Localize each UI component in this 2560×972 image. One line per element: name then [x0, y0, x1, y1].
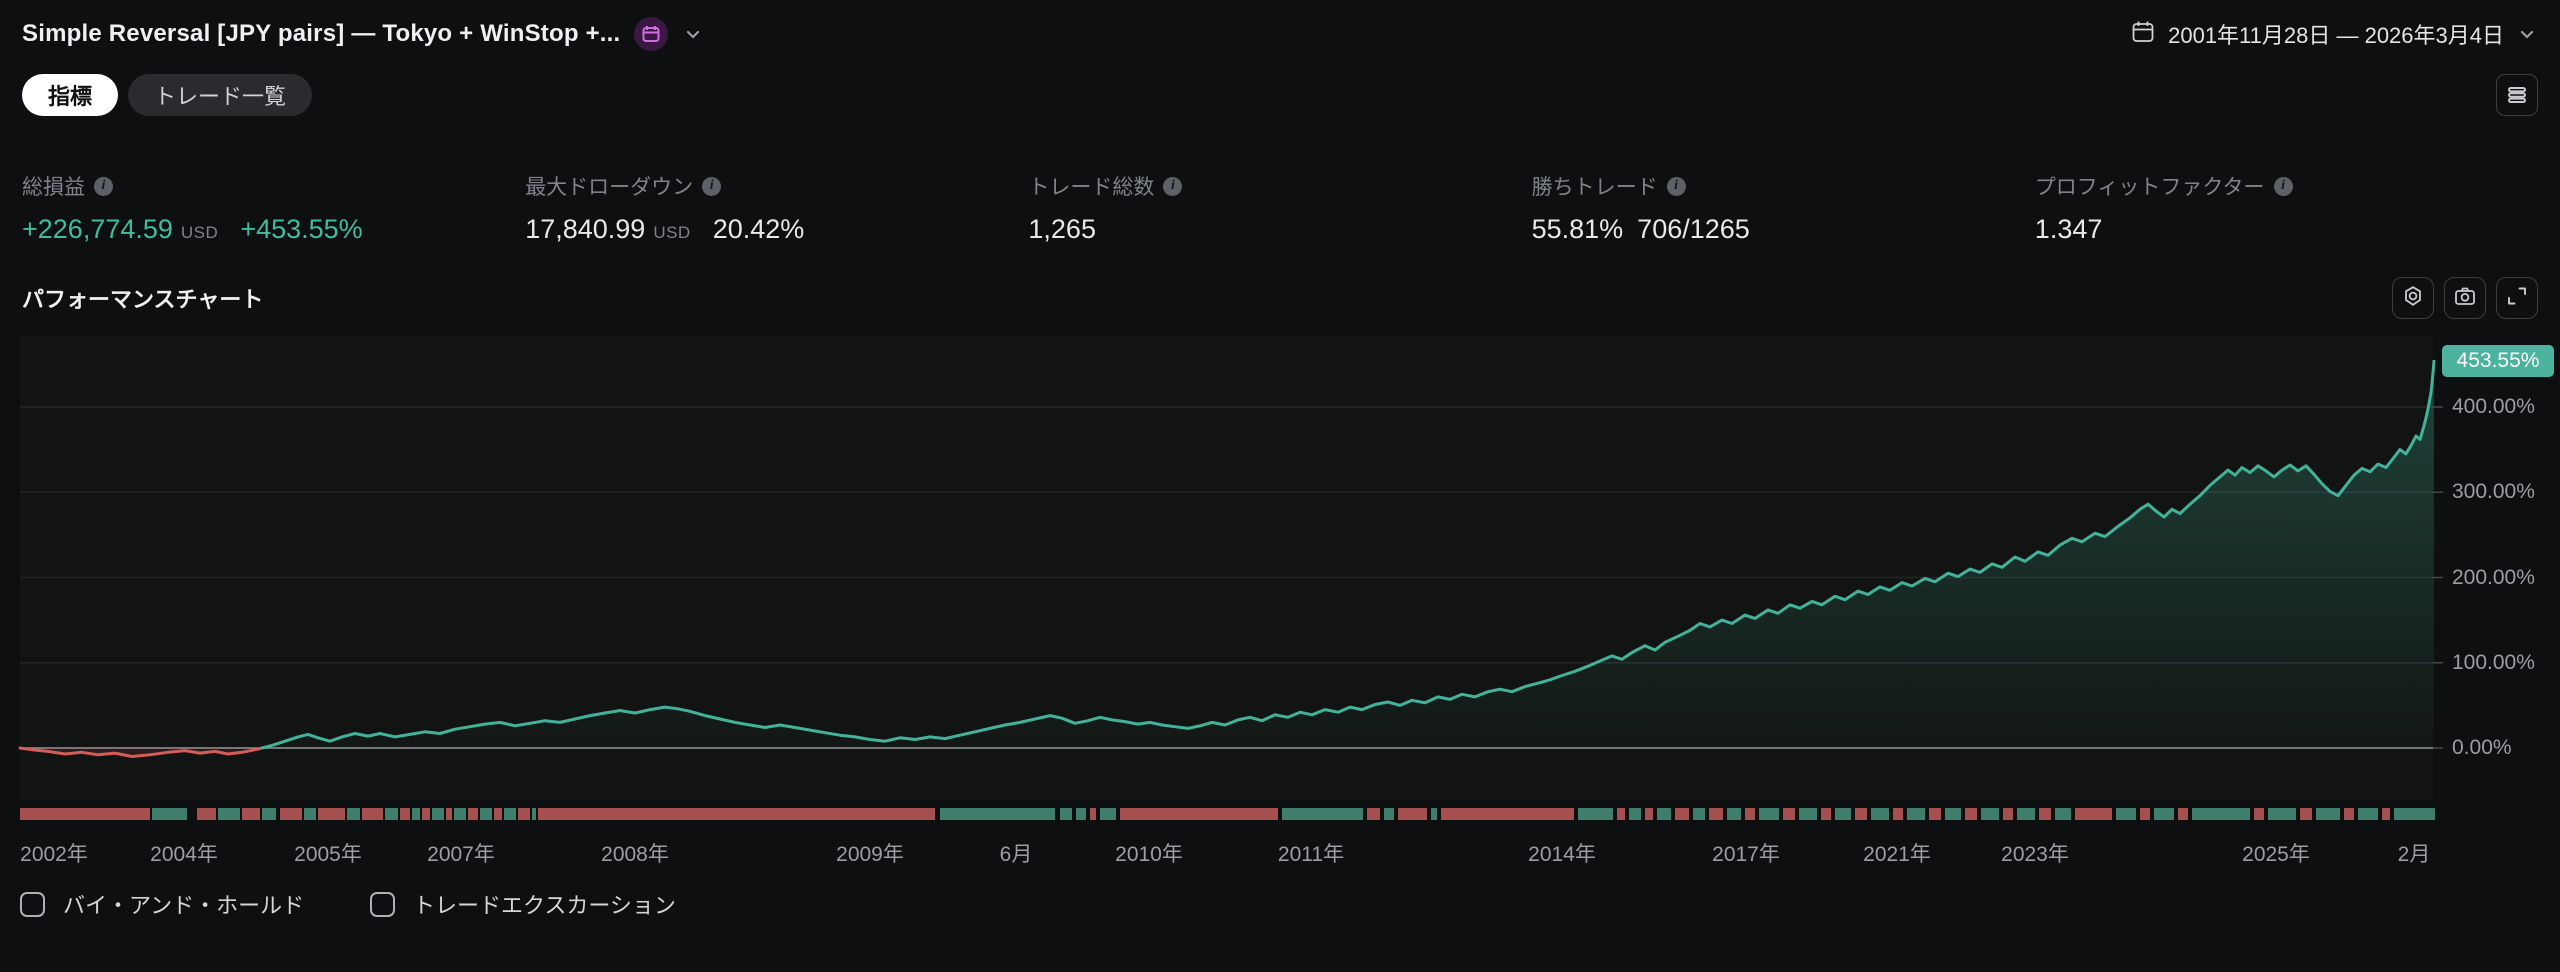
chart-settings-button[interactable] [2392, 277, 2434, 319]
gear-icon [2401, 284, 2425, 313]
trade-excursion-toggle[interactable]: トレードエクスカーション [370, 888, 676, 920]
report-header: Simple Reversal [JPY pairs] — Tokyo + Wi… [0, 12, 2560, 56]
legend-label: バイ・アンド・ホールド [63, 893, 305, 918]
chart-screenshot-button[interactable] [2444, 277, 2486, 319]
info-icon[interactable]: i [2273, 176, 2293, 196]
stat-label: 最大ドローダウン [525, 176, 694, 199]
date-range-chevron-icon [2516, 23, 2538, 45]
y-tick-label: 400.00% [2452, 395, 2535, 418]
performance-chart[interactable]: 400.00% 300.00% 200.00% 100.00% 0.00% 453.55… [0, 330, 2560, 870]
stats-row: 総損益 i +226,774.59 USD +453.55% 最大ドローダウン i 17… [0, 172, 2560, 245]
x-tick-label: 2017年 [1712, 843, 1780, 866]
y-tick-label: 200.00% [2452, 565, 2535, 589]
y-tick-label: 100.00% [2452, 650, 2535, 674]
stat-max-drawdown: 最大ドローダウン i 17,840.99 USD 20.42% [525, 172, 1028, 245]
tab-indicators[interactable]: 指標 [22, 74, 119, 116]
deep-backtesting-icon[interactable] [634, 17, 669, 51]
stat-value: 1.347 [2034, 214, 2103, 244]
stat-label: 勝ちトレード [1531, 176, 1658, 199]
toolbar: 指標 トレード一覧 [0, 74, 2560, 116]
stat-value: 17,840.99 [525, 214, 646, 244]
tab-trade-list[interactable]: トレード一覧 [128, 74, 313, 116]
chart-title: パフォーマンスチャート [22, 287, 264, 312]
x-tick-label: 2002年 [20, 843, 88, 866]
stat-winning-trades: 勝ちトレード i 55.81% 706/1265 [1532, 172, 2035, 245]
stat-label: トレード総数 [1028, 176, 1155, 199]
stat-value: 1,265 [1028, 214, 1096, 244]
checkbox-icon[interactable] [20, 891, 45, 917]
stat-unit: USD [653, 223, 691, 242]
x-tick-label: 2023年 [2001, 843, 2069, 866]
stat-label: プロフィットファクター [2034, 176, 2265, 199]
chart-fullscreen-button[interactable] [2496, 277, 2538, 319]
x-tick-label: 2007年 [427, 843, 495, 866]
y-tick-label: 300.00% [2452, 480, 2535, 504]
stat-secondary: +453.55% [240, 214, 363, 244]
camera-icon [2453, 284, 2477, 313]
expand-icon [2505, 284, 2529, 313]
x-tick-label: 2021年 [1863, 843, 1931, 866]
x-tick-label: 2014年 [1528, 843, 1596, 866]
x-tick-label: 2004年 [150, 843, 218, 866]
x-tick-label: 2025年 [2242, 843, 2310, 866]
stat-value: 55.81% [1531, 214, 1624, 244]
legend-label: トレードエクスカーション [413, 893, 676, 918]
info-icon[interactable]: i [702, 176, 722, 196]
stat-secondary: 706/1265 [1637, 214, 1750, 244]
strategy-menu-chevron-icon[interactable] [682, 23, 704, 45]
info-icon[interactable]: i [94, 176, 113, 196]
last-value-badge: 453.55% [2442, 345, 2554, 378]
date-range-text: 2001年11月28日 — 2026年3月4日 [2168, 23, 2504, 48]
date-range-picker[interactable]: 2001年11月28日 — 2026年3月4日 [2130, 18, 2538, 50]
y-tick-label: 0.00% [2452, 736, 2512, 759]
stat-total-trades: トレード総数 i 1,265 [1028, 172, 1531, 245]
calendar-icon [2130, 19, 2156, 50]
stat-label: 総損益 [22, 176, 85, 199]
x-tick-label: 2008年 [601, 843, 669, 866]
stat-net-profit: 総損益 i +226,774.59 USD +453.55% [22, 172, 525, 245]
info-icon[interactable]: i [1666, 176, 1686, 196]
buy-and-hold-toggle[interactable]: バイ・アンド・ホールド [20, 888, 304, 920]
x-tick-label: 2005年 [294, 843, 362, 866]
chart-header: パフォーマンスチャート [0, 276, 2560, 320]
x-tick-label: 2010年 [1115, 843, 1183, 866]
stat-secondary: 20.42% [712, 214, 805, 244]
info-icon[interactable]: i [1163, 176, 1183, 196]
x-tick-label: 2009年 [836, 843, 904, 866]
x-tick-label: 2月 [2397, 843, 2431, 866]
panel-layout-button[interactable] [2496, 74, 2538, 116]
stat-profit-factor: プロフィットファクター i 1.347 [2035, 172, 2538, 245]
report-tabs: 指標 トレード一覧 [22, 74, 313, 116]
stat-unit: USD [180, 223, 219, 242]
equity-curve-canvas [18, 336, 2443, 820]
strategy-title: Simple Reversal [JPY pairs] — Tokyo + Wi… [22, 20, 621, 47]
stat-value: +226,774.59 [22, 214, 173, 244]
x-tick-label: 2011年 [1277, 843, 1345, 866]
checkbox-icon[interactable] [370, 891, 395, 917]
chart-legend: バイ・アンド・ホールド トレードエクスカーション [0, 888, 2560, 928]
x-tick-label: 6月 [999, 843, 1033, 866]
